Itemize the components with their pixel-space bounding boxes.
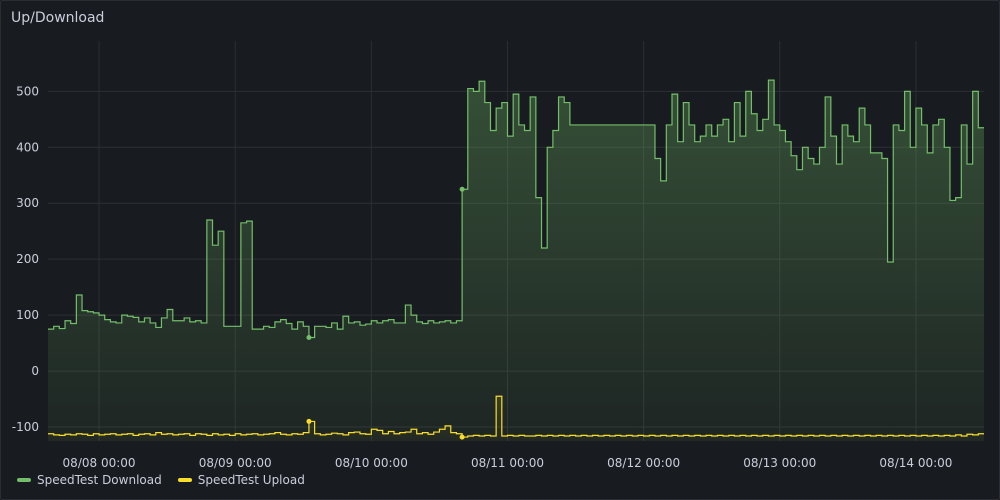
legend-label-download: SpeedTest Download [37,473,162,487]
data-point [306,418,312,424]
data-point [459,186,465,192]
x-tick-label: 08/11 00:00 [471,456,544,470]
series-area-1 [48,396,984,441]
y-tick-label: 400 [16,140,39,154]
y-tick-label: 100 [16,308,39,322]
legend-label-upload: SpeedTest Upload [197,473,305,487]
download-swatch [17,478,31,482]
series-line-0 [48,79,984,339]
x-tick-label: 08/09 00:00 [199,456,272,470]
legend-item-download[interactable]: SpeedTest Download [17,473,162,487]
data-point [306,335,312,341]
x-tick-label: 08/10 00:00 [335,456,408,470]
legend: SpeedTest Download SpeedTest Upload [17,473,305,487]
y-tick-label: 200 [16,252,39,266]
y-tick-label: 0 [31,364,39,378]
series-area-0 [48,80,984,442]
series-line-1 [48,395,984,438]
upload-swatch [177,478,192,482]
x-tick-label: 08/14 00:00 [879,456,952,470]
y-tick-label: 500 [16,84,39,98]
y-tick-label: 300 [16,196,39,210]
panel-title[interactable]: Up/Download [11,10,105,26]
y-tick-label: -100 [12,420,39,434]
x-tick-label: 08/12 00:00 [607,456,680,470]
legend-item-upload[interactable]: SpeedTest Upload [177,473,305,487]
data-point [459,434,465,440]
x-tick-label: 08/08 00:00 [63,456,136,470]
x-tick-label: 08/13 00:00 [743,456,816,470]
